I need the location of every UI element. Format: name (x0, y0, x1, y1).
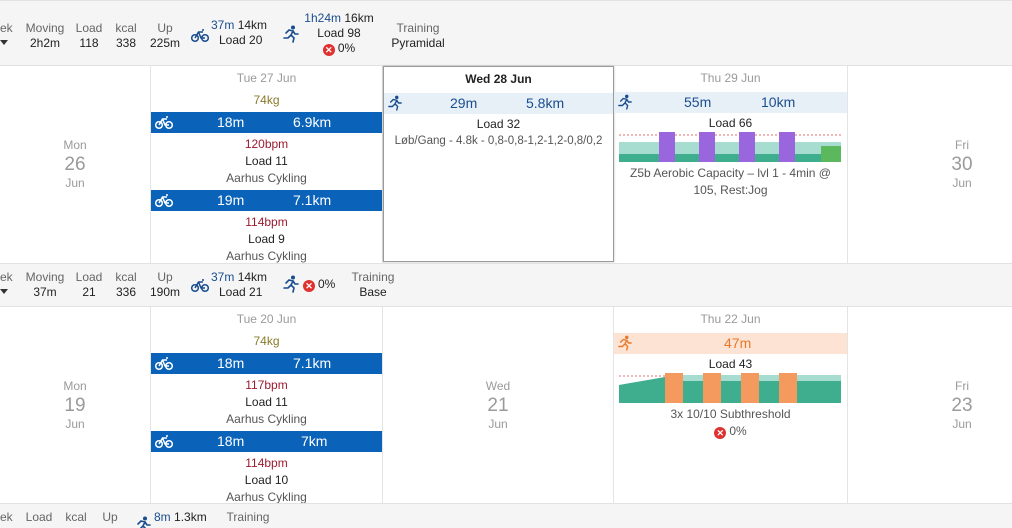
heart-rate: 117bpm (245, 378, 288, 392)
workout-description: Løb/Gang - 4.8k - 0,8-0,8-1,2-1,2-0,8/0,… (394, 135, 603, 147)
bike-icon (191, 29, 209, 43)
up-stat: Up 225m (149, 21, 181, 50)
activity-name[interactable]: Aarhus Cykling (226, 171, 307, 185)
activity-bar[interactable]: 18m 6.9km (151, 112, 382, 133)
up-stat: Up (102, 510, 118, 524)
activity-name[interactable]: Aarhus Cykling (226, 249, 307, 263)
activity-name[interactable]: Aarhus Cykling (226, 412, 307, 426)
planned-workout-bar[interactable]: 29m 5.8km (384, 93, 613, 114)
planned-workout-bar[interactable]: 47m (614, 333, 847, 354)
run-icon (283, 275, 299, 293)
weight-value: 74kg (253, 93, 280, 107)
activity-load: Load 11 (245, 154, 288, 168)
bike-icon (155, 194, 173, 208)
run-icon (283, 25, 299, 43)
bike-stat: 37m 14km Load 20 (211, 18, 268, 47)
training-stat: Training Pyramidal (391, 21, 445, 50)
week-summary-bar: ek Load kcal Up 8m 1.3km Training (0, 503, 1012, 528)
workout-intensity-chart (619, 132, 841, 162)
chevron-down-icon[interactable] (0, 40, 8, 45)
day-header: Thu 22 Jun (700, 312, 761, 326)
day-tue[interactable]: Tue 20 Jun 74kg 18m 7.1km 117bpm Load 11… (151, 307, 383, 504)
training-stat: Training (226, 510, 270, 524)
run-icon (388, 95, 402, 111)
day-mon[interactable]: Mon 19 Jun (0, 307, 151, 503)
day-thu[interactable]: Thu 22 Jun 47m Load 43 3x 10/10 Subthres… (614, 307, 848, 503)
workout-intensity-chart (619, 373, 841, 403)
kcal-stat: kcal 338 (115, 21, 137, 50)
activity-name[interactable]: Aarhus Cykling (226, 490, 307, 504)
kcal-stat: kcal 336 (115, 270, 137, 299)
activity-load: Load 9 (248, 232, 285, 246)
fail-x-icon: ✕ (322, 44, 335, 56)
heart-rate: 114bpm (245, 215, 288, 229)
workout-load: Load 32 (476, 117, 521, 131)
bike-icon (191, 279, 209, 293)
run-stat: ✕ 0% (303, 277, 335, 292)
bike-icon (155, 357, 173, 371)
workout-load: Load 43 (708, 357, 753, 371)
run-stat: 1h24m 16km Load 98 ✕ 0% (304, 11, 374, 56)
kcal-stat: kcal (65, 510, 87, 524)
bike-icon (155, 435, 173, 449)
run-stat: 8m 1.3km (154, 510, 207, 524)
day-fri[interactable]: Fri 23 Jun (951, 379, 973, 431)
activity-load: Load 11 (245, 395, 288, 409)
fail-x-icon: ✕ (303, 280, 315, 292)
compliance-status: ✕ 0% (614, 423, 847, 440)
week-label[interactable]: ek (0, 510, 13, 524)
run-icon (618, 335, 632, 351)
workout-load: Load 66 (708, 116, 753, 130)
heart-rate: 120bpm (244, 137, 289, 151)
activity-bar[interactable]: 18m 7km (151, 431, 382, 452)
day-header: Tue 20 Jun (236, 312, 297, 326)
load-stat: Load (25, 510, 53, 524)
chevron-down-icon[interactable] (0, 289, 8, 294)
week-summary-bar: ek Moving 2h2m Load 118 kcal 338 Up 225m… (0, 0, 1012, 66)
up-stat: Up 190m (149, 270, 181, 299)
moving-stat: Moving 2h2m (25, 21, 65, 50)
day-tue[interactable]: Tue 27 Jun 74kg 18m 6.9km 120bpm Load 11… (151, 66, 383, 263)
activity-load: Load 10 (244, 473, 289, 487)
planned-workout-bar[interactable]: 55m 10km (614, 92, 847, 113)
load-stat: Load 21 (75, 270, 103, 299)
day-header: Wed 28 Jun (465, 72, 532, 86)
weight-value: 74kg (253, 334, 280, 348)
moving-stat: Moving 37m (25, 270, 65, 299)
day-header: Tue 27 Jun (236, 71, 297, 85)
week-row: Mon 26 Jun Tue 27 Jun 74kg 18m 6.9km 120… (0, 66, 1012, 263)
activity-bar[interactable]: 18m 7.1km (151, 353, 382, 374)
bike-icon (155, 116, 173, 130)
workout-description: 105, Rest:Jog (693, 183, 768, 197)
bike-stat: 37m 14km Load 21 (211, 270, 268, 299)
week-label[interactable]: ek (0, 270, 13, 284)
run-icon (618, 94, 632, 110)
day-fri[interactable]: Fri 30 Jun (951, 138, 973, 190)
day-mon[interactable]: Mon 26 Jun (0, 66, 151, 263)
run-icon (137, 516, 151, 528)
load-stat: Load 118 (75, 21, 103, 50)
fail-x-icon: ✕ (714, 427, 727, 439)
heart-rate: 114bpm (245, 456, 288, 470)
week-summary-bar: ek Moving 37m Load 21 kcal 336 Up 190m 3… (0, 263, 1012, 307)
activity-bar[interactable]: 19m 7.1km (151, 190, 382, 211)
week-label[interactable]: ek (0, 21, 13, 35)
workout-description: 3x 10/10 Subthreshold (670, 407, 791, 421)
training-stat: Training Base (351, 270, 395, 299)
week-row: Mon 19 Jun Tue 20 Jun 74kg 18m 7.1km 117… (0, 307, 1012, 504)
workout-description: Z5b Aerobic Capacity – lvl 1 - 4min @ (630, 166, 831, 180)
day-wed-selected[interactable]: Wed 28 Jun 29m 5.8km Load 32 Løb/Gang - … (383, 66, 614, 262)
day-wed[interactable]: Wed 21 Jun (383, 307, 614, 503)
day-header: Thu 29 Jun (700, 71, 761, 85)
day-thu[interactable]: Thu 29 Jun 55m 10km Load 66 Z5b Aerobic … (614, 66, 848, 263)
